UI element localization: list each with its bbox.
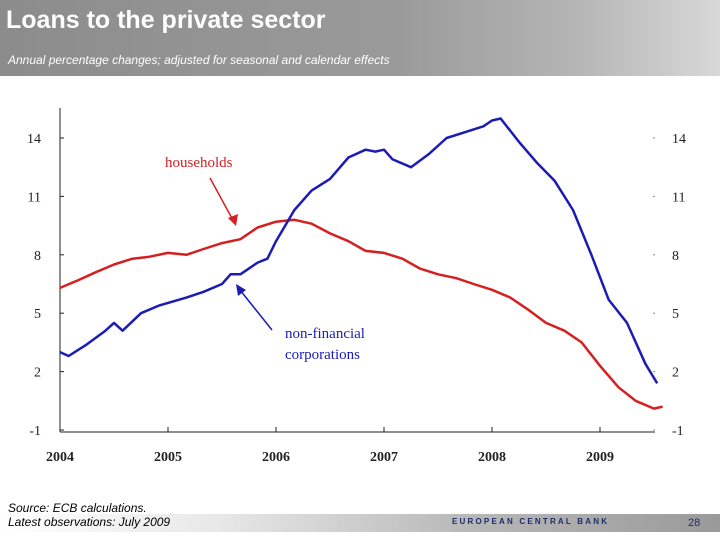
y-tick-label-right: 14 <box>672 132 686 147</box>
page-number: 28 <box>688 517 701 529</box>
nfc-annotation-line-1: non-financial <box>285 326 365 342</box>
y-tick-label-left: -1 <box>29 424 41 439</box>
x-tick-label: 2005 <box>154 450 182 465</box>
latest-observations-note: Latest observations: July 2009 <box>8 515 171 529</box>
y-tick-label-left: 2 <box>34 366 41 381</box>
households-arrowhead <box>228 214 238 226</box>
slide-subtitle: Annual percentage changes; adjusted for … <box>8 53 390 67</box>
y-tick-label-left: 8 <box>34 249 41 264</box>
slide-header: Loans to the private sector Annual perce… <box>0 0 720 76</box>
footer-bar <box>0 514 720 532</box>
nfc-arrow-shaft <box>239 289 273 331</box>
y-tick-label-left: 5 <box>34 307 41 322</box>
x-tick-label: 2009 <box>586 450 614 465</box>
y-tick-label-right: 5 <box>672 307 679 322</box>
y-tick-label-right: -1 <box>672 424 684 439</box>
x-tick-label: 2008 <box>478 450 506 465</box>
y-tick-label-left: 14 <box>27 132 41 147</box>
y-tick-label-left: 11 <box>28 190 41 205</box>
households-line <box>59 218 663 410</box>
slide-title: Loans to the private sector <box>6 6 326 34</box>
x-tick-label: 2007 <box>370 450 398 465</box>
y-tick-label-right: 2 <box>672 366 679 381</box>
bank-name: EUROPEAN CENTRAL BANK <box>452 517 610 526</box>
x-tick-label: 2006 <box>262 450 290 465</box>
x-tick-label: 2004 <box>46 450 74 465</box>
source-note: Source: ECB calculations. <box>8 501 147 515</box>
households-annotation: households <box>165 155 233 171</box>
y-tick-label-right: 11 <box>672 190 685 205</box>
nfc-annotation-line-2: corporations <box>285 347 360 363</box>
nfc-line <box>59 117 659 384</box>
nfc-arrowhead <box>236 284 246 296</box>
y-tick-label-right: 8 <box>672 249 679 264</box>
households-arrow-shaft <box>209 177 235 223</box>
